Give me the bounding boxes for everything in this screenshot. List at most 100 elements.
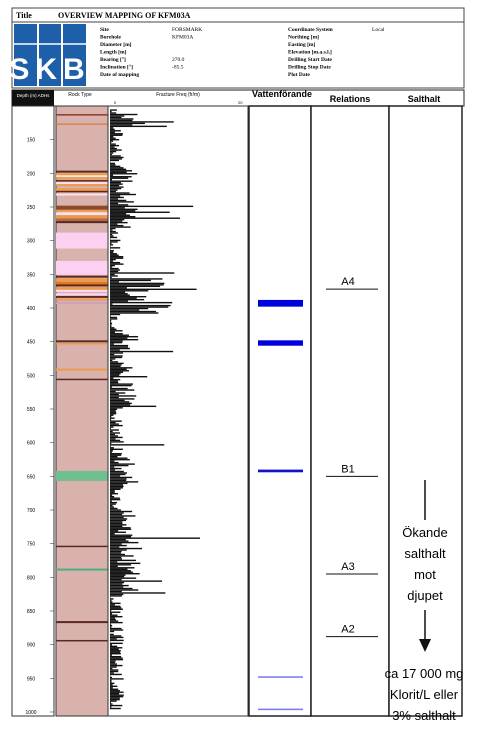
salinity-note: Ökande salthalt mot djupet [402,525,448,603]
rock-band [56,221,108,224]
fracture-bar [110,553,125,556]
fracture-bar [110,482,128,485]
fracture-bar [110,383,133,385]
salinity-bottom-line: ca 17 000 mg [385,666,464,681]
fracture-bar [110,454,122,456]
fracture-bar [110,475,121,477]
fracture-bar [110,691,124,693]
fracture-bar [110,395,137,397]
fracture-bar [110,195,121,197]
fracture-bar [110,445,111,448]
fracture-bar [110,538,126,541]
fracture-bar [110,580,163,582]
fracture-bar [110,307,149,310]
fracture-bar [110,450,113,452]
header-field-label: Site [100,27,109,33]
fracture-bar [110,266,113,268]
header-box [11,21,465,89]
fracture-bar [110,565,118,568]
relation-label: A4 [341,276,354,288]
fracture-bar [110,343,114,345]
fracture-bar [110,204,129,206]
fracture-bar [110,593,124,596]
fracture-bar [110,567,135,569]
fracture-bar [110,358,116,360]
fracture-bar [110,327,115,329]
fracture-bar [110,457,128,459]
fracture-bar [110,377,114,379]
fracture-bar [110,381,119,384]
fracture-bar [110,650,121,652]
fracture-bar [110,134,123,136]
fracture-bar [110,121,174,123]
fracture-bar [110,269,120,271]
fracture-bar [110,393,119,396]
fracture-bar [110,519,127,522]
fracture-bar [110,316,117,319]
fracture-bar [110,581,125,584]
depth-tick-label: 200 [27,171,36,177]
rock-band [56,545,108,548]
fracture-bar [110,396,119,399]
fracture-bar [110,371,124,373]
relation-markers: A4 B1 A3 A2 [326,276,378,638]
fracture-bar [110,198,119,200]
fracture-bar [110,479,127,482]
fracture-bar [110,367,133,369]
fracture-bar [110,312,159,314]
fracture-bar [110,497,120,499]
fracture-bar [110,211,170,213]
fracture-bar [110,207,125,209]
rock-band [56,293,108,297]
relation-label: B1 [341,463,354,475]
fracture-bar [110,353,115,356]
depth-tick-label: 800 [27,575,36,581]
fracture-bar [110,476,133,479]
fracture-bar [110,608,123,610]
fracture-bar [110,464,129,467]
fracture-bar [110,513,123,516]
fracture-bar [110,547,142,550]
fracture-bar [110,112,117,114]
fracture-bar [110,694,124,696]
fracture-bar [110,654,112,656]
fracture-bar [110,242,112,245]
header-field-value: -85.5 [172,65,184,71]
relation-label: A3 [341,561,354,573]
fracture-bar [110,655,122,658]
fracture-bar [110,472,128,474]
fracture-bar [110,587,133,590]
rock-band [56,281,108,285]
fracture-bar [110,306,169,308]
fracture-bar [110,531,126,533]
fracture-scale-min: 0 [114,100,117,105]
rock-band [56,180,108,182]
fracture-bar [110,370,129,372]
header-field-label: Coordinate System [288,27,333,33]
fracture-bar [110,241,118,243]
depth-tick-label: 700 [27,508,36,514]
fracture-bar [110,349,120,351]
header-field-label: Northing [m] [288,35,319,41]
fracture-bar [110,638,117,640]
fracture-bar [110,344,129,347]
fracture-bar [110,181,121,184]
fracture-bar [110,484,124,486]
fracture-bar [110,613,113,615]
fracture-bar [110,390,116,393]
fracture-bar [110,575,125,578]
fracture-bar [110,426,114,428]
fracture-bar [110,463,135,465]
fracture-bar [110,521,123,523]
fracture-bar [110,165,121,168]
rock-band [56,639,108,642]
fracture-bar [110,337,128,339]
fracture-bar [110,429,119,431]
depth-tick-label: 500 [27,373,36,379]
fracture-bar [110,690,120,692]
fracture-bar [110,213,127,215]
fracture-bar [110,229,113,231]
fracture-bar [110,380,118,382]
fracture-bar [110,278,163,280]
fracture-bar [110,676,113,679]
